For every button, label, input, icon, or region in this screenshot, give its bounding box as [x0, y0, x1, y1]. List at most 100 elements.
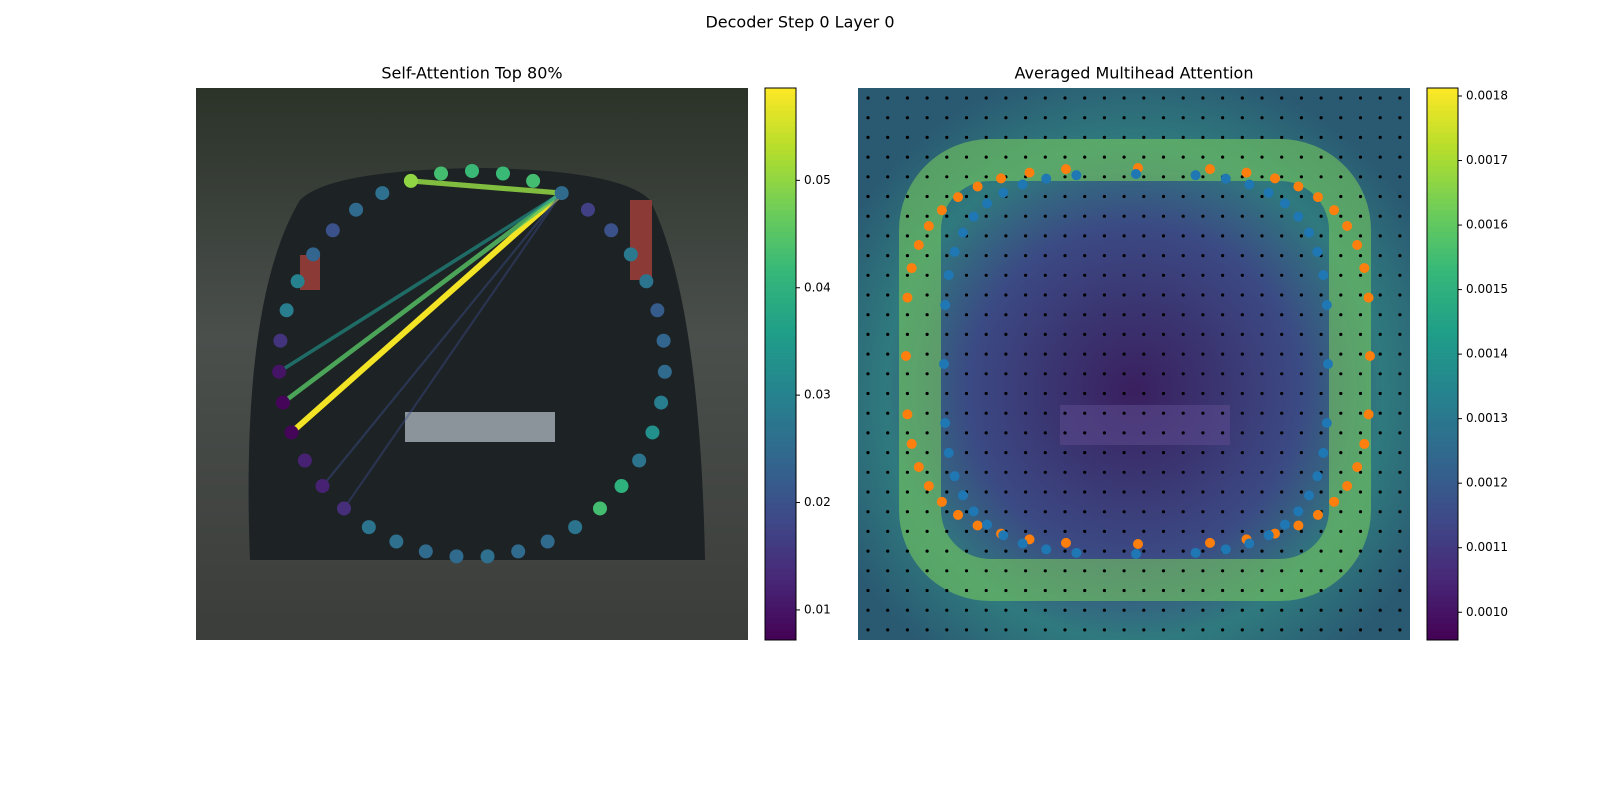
grid-dot — [964, 431, 969, 435]
grid-dot — [886, 608, 890, 612]
colorbar-segment — [1427, 192, 1458, 199]
grid-dot — [945, 411, 949, 415]
colorbar-segment — [765, 634, 796, 641]
grid-dot — [1142, 391, 1146, 396]
grid-dot — [1142, 431, 1146, 435]
grid-dot — [1024, 628, 1028, 632]
grid-dot — [925, 155, 929, 159]
grid-dot — [1142, 529, 1146, 534]
grid-dot — [1260, 569, 1264, 573]
query-point — [290, 274, 305, 289]
colorbar-segment — [1427, 176, 1458, 183]
query-point — [297, 453, 312, 468]
grid-dot — [1043, 234, 1047, 238]
grid-dot — [984, 451, 988, 455]
grid-dot — [1339, 470, 1343, 474]
grid-dot — [1240, 510, 1244, 514]
query-point — [495, 166, 510, 181]
grid-dot — [964, 608, 969, 612]
colorbar-segment — [1427, 341, 1458, 348]
grid-dot — [1201, 569, 1205, 573]
colorbar-segment — [1427, 628, 1458, 635]
grid-dot — [984, 549, 988, 553]
grid-dot — [1201, 628, 1205, 632]
grid-dot — [1378, 510, 1382, 514]
grid-dot — [1201, 273, 1205, 277]
colorbar-segment — [765, 546, 796, 553]
grid-dot — [984, 234, 988, 238]
grid-dot — [984, 608, 988, 612]
colorbar-segment — [765, 170, 796, 177]
colorbar-segment — [1427, 209, 1458, 216]
grid-dot — [945, 293, 949, 297]
grid-dot — [925, 234, 929, 238]
grid-dot — [1398, 313, 1402, 317]
grid-dot — [1221, 608, 1225, 612]
grid-dot — [1142, 254, 1146, 258]
grid-dot — [1319, 116, 1323, 120]
sample-point — [1352, 461, 1363, 472]
sample-point — [1263, 187, 1274, 198]
grid-dot — [1024, 194, 1028, 199]
grid-dot — [1161, 293, 1166, 297]
grid-dot — [1378, 254, 1382, 258]
sample-point — [1293, 181, 1304, 192]
grid-dot — [1358, 431, 1363, 435]
colorbar-segment — [1427, 358, 1458, 365]
colorbar-segment — [765, 231, 796, 238]
colorbar-segment — [765, 391, 796, 398]
grid-dot — [1260, 490, 1264, 494]
sample-point — [949, 471, 960, 482]
grid-dot — [1161, 234, 1166, 238]
grid-dot — [1378, 332, 1382, 336]
grid-dot — [1260, 175, 1264, 179]
grid-dot — [1280, 569, 1284, 573]
colorbar-segment — [765, 457, 796, 464]
grid-dot — [1024, 332, 1028, 336]
sample-point — [957, 490, 968, 501]
grid-dot — [964, 372, 969, 376]
colorbar-segment — [1427, 507, 1458, 514]
colorbar-segment — [765, 535, 796, 542]
grid-dot — [1122, 628, 1126, 632]
colorbar-segment — [1427, 623, 1458, 630]
colorbar-segment — [1427, 286, 1458, 293]
grid-dot — [1339, 352, 1343, 356]
grid-dot — [1122, 372, 1126, 376]
grid-dot — [1260, 313, 1264, 317]
grid-dot — [1004, 155, 1008, 159]
grid-dot — [1240, 470, 1244, 474]
grid-dot — [1181, 293, 1185, 297]
grid-dot — [984, 490, 988, 494]
grid-dot — [1063, 411, 1067, 415]
query-point — [389, 534, 404, 549]
colorbar-segment — [765, 198, 796, 205]
grid-dot — [1024, 510, 1028, 514]
grid-dot — [1122, 135, 1126, 139]
grid-dot — [1221, 116, 1225, 120]
grid-dot — [1398, 194, 1402, 199]
grid-dot — [1398, 490, 1402, 494]
colorbar-segment — [765, 562, 796, 569]
grid-dot — [1260, 135, 1264, 139]
grid-dot — [945, 569, 949, 573]
colorbar-segment — [765, 237, 796, 244]
colorbar-segment — [1427, 502, 1458, 509]
grid-dot — [1319, 332, 1323, 336]
grid-dot — [1142, 470, 1146, 474]
panel-title: Averaged Multihead Attention — [1015, 64, 1254, 83]
grid-dot — [905, 116, 910, 120]
grid-dot — [1024, 293, 1028, 297]
colorbar-segment — [765, 126, 796, 133]
grid-dot — [964, 155, 969, 159]
grid-dot — [964, 254, 969, 258]
grid-dot — [1221, 372, 1225, 376]
colorbar-segment — [1427, 99, 1458, 106]
grid-dot — [1378, 175, 1382, 179]
grid-dot — [1299, 234, 1303, 238]
sample-point — [1359, 438, 1370, 449]
grid-dot — [1260, 529, 1264, 534]
grid-dot — [1240, 431, 1244, 435]
colorbar-segment — [1427, 490, 1458, 497]
